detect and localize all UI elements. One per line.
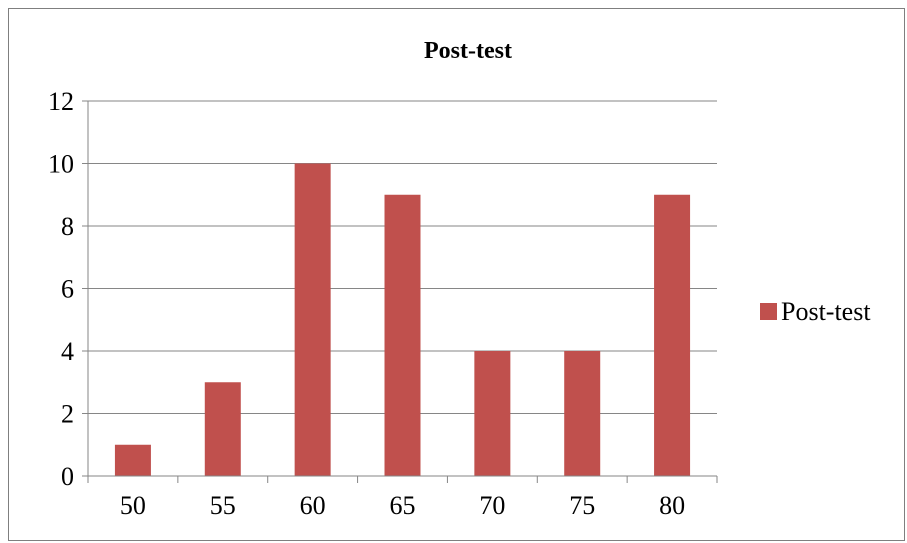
bar-75	[564, 351, 601, 476]
y-tick-label: 6	[61, 275, 74, 304]
bars	[114, 163, 691, 476]
bar-80	[654, 194, 691, 476]
chart-title: Post-test	[424, 38, 512, 64]
x-tick-label: 50	[120, 491, 146, 520]
bar-65	[384, 194, 421, 476]
gridlines	[88, 100, 717, 414]
y-tick-label: 8	[61, 212, 74, 241]
chart-frame	[8, 8, 905, 541]
bar-70	[474, 351, 511, 476]
x-axis-ticks: 50 55 60 65 70 75 80	[87, 476, 718, 520]
legend-label: Post-test	[781, 297, 871, 326]
x-tick-label: 60	[300, 491, 326, 520]
y-tick-label: 0	[61, 462, 74, 491]
y-tick-label: 4	[61, 337, 74, 366]
x-tick-label: 65	[390, 491, 416, 520]
legend: Post-test	[760, 297, 871, 326]
bar-60	[294, 163, 331, 476]
x-tick-label: 75	[569, 491, 595, 520]
bar-55	[204, 382, 241, 476]
x-tick-label: 55	[210, 491, 236, 520]
bar-50	[114, 444, 151, 476]
x-tick-label: 80	[659, 491, 685, 520]
y-axis-ticks: 0 2 4 6 8 10 12	[48, 87, 88, 491]
x-tick-label: 70	[479, 491, 505, 520]
y-tick-label: 2	[61, 400, 74, 429]
legend-swatch	[760, 303, 777, 320]
y-tick-label: 12	[48, 87, 74, 116]
y-tick-label: 10	[48, 150, 74, 179]
